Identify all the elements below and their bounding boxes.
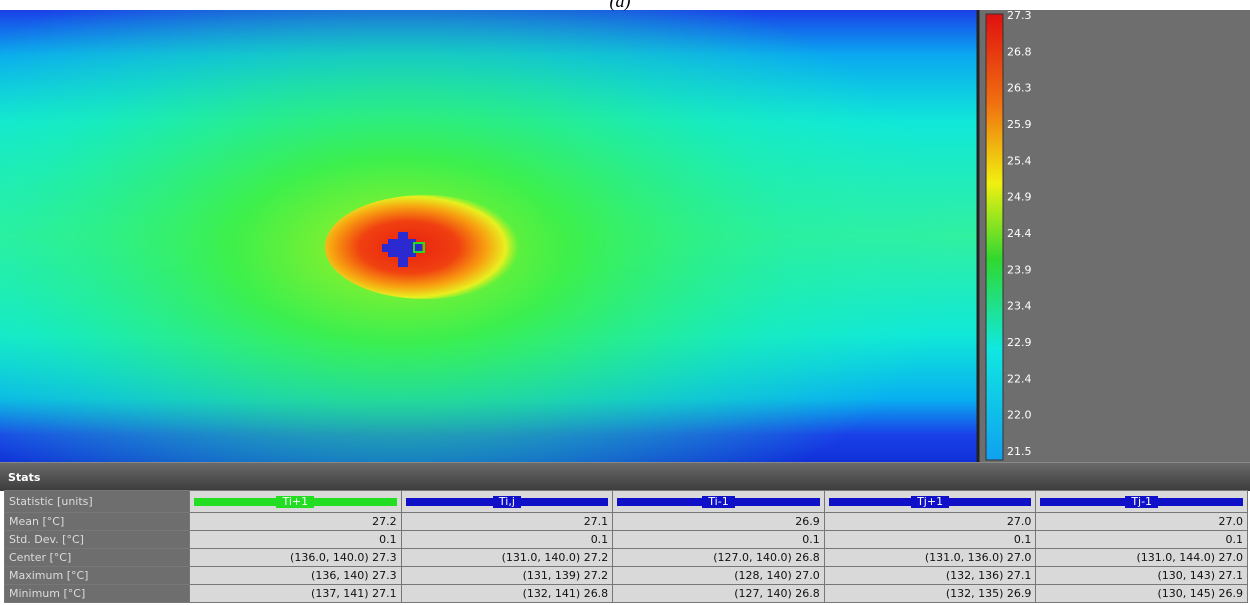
stat-value: (131.0, 140.0) 27.2 bbox=[401, 549, 613, 567]
stats-bar: Stats bbox=[0, 462, 1250, 491]
tag-bar bbox=[949, 498, 1031, 506]
screen: {"caption": "(a)", "colorbar": {"ticks":… bbox=[0, 0, 1250, 605]
colorbar-tick-label: 26.8 bbox=[1007, 45, 1032, 58]
stat-value: (132, 135) 26.9 bbox=[824, 585, 1036, 603]
stat-value: 27.0 bbox=[824, 513, 1036, 531]
tag-bar bbox=[617, 498, 702, 506]
colorbar-tick-label: 27.3 bbox=[1007, 10, 1032, 22]
stat-value: (132, 141) 26.8 bbox=[401, 585, 613, 603]
stat-value: (131.0, 136.0) 27.0 bbox=[824, 549, 1036, 567]
stat-value: (127.0, 140.0) 26.8 bbox=[613, 549, 825, 567]
stats-table: Statistic [units] Ti+1 Ti,j Ti-1 Tj+1 Tj-1 Mea… bbox=[4, 490, 1248, 603]
stat-value: (137, 141) 27.1 bbox=[190, 585, 402, 603]
colorbar-tick-label: 23.9 bbox=[1007, 263, 1032, 276]
stat-value: 0.1 bbox=[1036, 531, 1248, 549]
stat-value: 0.1 bbox=[190, 531, 402, 549]
tag-label: Ti+1 bbox=[276, 496, 314, 508]
tag-bar bbox=[735, 498, 820, 506]
stat-value: 27.2 bbox=[190, 513, 402, 531]
header-cell: Ti+1 bbox=[190, 491, 402, 513]
colorbar-tick-label: 22.4 bbox=[1007, 372, 1032, 385]
stat-value: (131.0, 144.0) 27.0 bbox=[1036, 549, 1248, 567]
tag-bar bbox=[314, 498, 396, 506]
tag-bar bbox=[521, 498, 608, 506]
tag-bar bbox=[1158, 498, 1243, 506]
stat-value: 0.1 bbox=[401, 531, 613, 549]
tag-label: Tj-1 bbox=[1125, 496, 1158, 508]
colorbar-tick-label: 21.5 bbox=[1007, 445, 1032, 458]
stat-value: (130, 145) 26.9 bbox=[1036, 585, 1248, 603]
header-cell: Tj+1 bbox=[824, 491, 1036, 513]
colorbar-tick-label: 24.4 bbox=[1007, 227, 1032, 240]
header-cell: Statistic [units] bbox=[5, 491, 190, 513]
colorbar-tick-label: 26.3 bbox=[1007, 82, 1032, 95]
stats-row: Maximum [°C](136, 140) 27.3(131, 139) 27… bbox=[5, 567, 1248, 585]
stat-value: 27.1 bbox=[401, 513, 613, 531]
tag-bar bbox=[1040, 498, 1125, 506]
series-tag: Tj-1 bbox=[1040, 496, 1243, 508]
stats-row: Minimum [°C](137, 141) 27.1(132, 141) 26… bbox=[5, 585, 1248, 603]
row-label: Center [°C] bbox=[5, 549, 190, 567]
stat-value: (131, 139) 27.2 bbox=[401, 567, 613, 585]
stat-value: (128, 140) 27.0 bbox=[613, 567, 825, 585]
stat-value: (130, 143) 27.1 bbox=[1036, 567, 1248, 585]
tag-label: Ti,j bbox=[493, 496, 521, 508]
stat-value: 27.0 bbox=[1036, 513, 1248, 531]
row-label: Maximum [°C] bbox=[5, 567, 190, 585]
tag-label: Tj+1 bbox=[911, 496, 949, 508]
colorbar-tick-label: 25.9 bbox=[1007, 118, 1032, 131]
stats-title: Stats bbox=[8, 471, 40, 484]
row-label: Std. Dev. [°C] bbox=[5, 531, 190, 549]
stat-value: 0.1 bbox=[824, 531, 1036, 549]
row-label: Minimum [°C] bbox=[5, 585, 190, 603]
colorbar bbox=[986, 14, 1003, 460]
stat-value: (132, 136) 27.1 bbox=[824, 567, 1036, 585]
tag-bar bbox=[829, 498, 911, 506]
stat-value: 0.1 bbox=[613, 531, 825, 549]
stats-row: Center [°C](136.0, 140.0) 27.3(131.0, 14… bbox=[5, 549, 1248, 567]
row-label: Mean [°C] bbox=[5, 513, 190, 531]
header-cell: Tj-1 bbox=[1036, 491, 1248, 513]
header-row: Statistic [units] Ti+1 Ti,j Ti-1 Tj+1 Tj-1 bbox=[5, 491, 1248, 513]
header-cell: Ti-1 bbox=[613, 491, 825, 513]
tag-bar bbox=[194, 498, 276, 506]
colorbar-tick-label: 22.0 bbox=[1007, 409, 1032, 422]
stat-value: (136.0, 140.0) 27.3 bbox=[190, 549, 402, 567]
stat-value: (127, 140) 26.8 bbox=[613, 585, 825, 603]
caption: (a) bbox=[600, 0, 640, 12]
series-tag: Ti,j bbox=[406, 496, 609, 508]
series-tag: Ti+1 bbox=[194, 496, 397, 508]
colorbar-tick-label: 24.9 bbox=[1007, 191, 1032, 204]
stat-value: 26.9 bbox=[613, 513, 825, 531]
series-tag: Ti-1 bbox=[617, 496, 820, 508]
colorbar-tick-label: 23.4 bbox=[1007, 300, 1032, 313]
colorbar-tick-label: 22.9 bbox=[1007, 336, 1032, 349]
stat-value: (136, 140) 27.3 bbox=[190, 567, 402, 585]
tag-label: Ti-1 bbox=[702, 496, 734, 508]
tag-bar bbox=[406, 498, 493, 506]
thermal-view: 27.3 26.8 26.3 25.9 25.4 24.9 24.4 23.9 23.4 22.9… bbox=[0, 10, 1250, 462]
colorbar-tick-label: 25.4 bbox=[1007, 154, 1032, 167]
series-tag: Tj+1 bbox=[829, 496, 1032, 508]
header-cell: Ti,j bbox=[401, 491, 613, 513]
